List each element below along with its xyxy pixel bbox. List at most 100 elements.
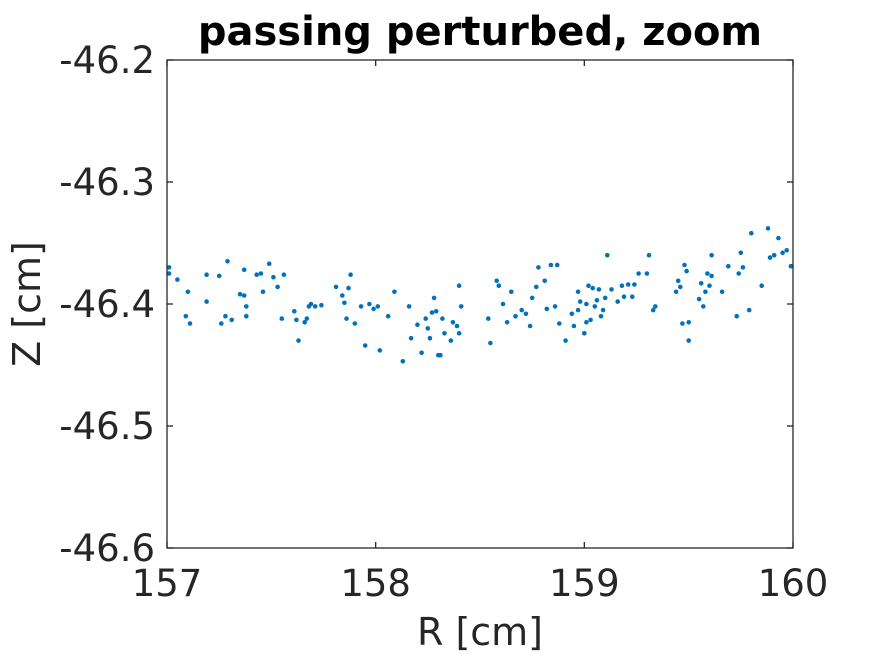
data-point [709,273,714,279]
data-point [279,316,285,321]
data-point [592,304,598,309]
data-point [696,296,702,302]
data-point [229,317,234,323]
data-point [529,295,535,301]
y-axis-label: Z [cm] [5,241,49,367]
data-point [344,316,349,321]
data-point [423,316,429,321]
data-point [456,283,462,289]
data-point [596,287,602,292]
data-point [749,230,754,236]
data-point [500,301,506,307]
data-point [586,283,591,289]
data-point [294,317,299,323]
data-point [548,262,554,268]
x-tick-label: 159 [549,562,620,605]
data-point [377,348,383,353]
axes-box [166,59,794,549]
data-point [534,284,539,290]
data-point [415,322,420,328]
data-point [788,263,794,269]
x-axis: 157 158 159 160 [132,60,828,605]
data-point [362,343,368,348]
data-point [719,289,725,295]
data-point [488,340,493,346]
data-point [544,306,550,312]
data-point [427,335,433,341]
data-point [312,304,318,309]
data-point [536,265,541,270]
data-point [590,285,595,291]
data-point [371,306,376,312]
data-point [486,316,491,321]
data-point [759,283,764,289]
data-point [419,350,424,356]
data-point [784,248,789,253]
data-point [584,301,589,307]
y-tick-label: -46.4 [59,283,155,326]
data-point [254,272,259,278]
data-point [519,307,524,313]
data-point [260,289,266,295]
data-point [653,304,658,309]
data-point [433,309,439,314]
x-axis-label: R [cm] [417,610,543,654]
data-point [776,235,781,241]
data-point [504,320,510,325]
x-tick-label: 157 [132,562,203,605]
data-point [682,262,687,268]
data-point [187,321,193,326]
data-point [458,304,464,309]
data-point [650,307,656,313]
data-point [632,282,637,287]
data-point [771,252,777,258]
data-point [448,338,454,343]
data-point [450,320,456,325]
data-point [577,299,583,304]
data-point [266,261,272,267]
data-point [557,321,562,326]
data-point [726,263,731,269]
data-point [582,331,587,336]
data-point [709,252,714,258]
data-point [673,289,679,295]
data-point [686,338,691,343]
data-point [740,265,746,270]
data-point [438,352,443,358]
data-point [703,289,708,295]
data-point [609,287,614,292]
data-point [440,316,445,321]
data-point [584,320,589,325]
data-point [765,226,771,231]
data-point [358,304,364,309]
y-tick-label: -46.3 [59,161,155,204]
data-point [281,272,287,278]
data-point [346,285,351,291]
y-axis: -46.6 -46.5 -46.4 -46.3 -46.2 [59,39,793,570]
data-point [575,307,581,313]
data-point [686,320,691,325]
data-point [431,295,437,301]
data-point [319,302,324,308]
data-point [575,289,581,295]
data-point [166,271,172,276]
data-point [241,293,247,298]
data-point [569,311,575,317]
data-point [615,299,620,304]
data-point [258,271,264,276]
data-point [204,299,209,304]
data-point [571,323,577,329]
data-point [244,304,249,309]
data-point [302,320,308,325]
plot-area [166,226,794,364]
data-point [292,309,297,314]
data-point [684,268,689,274]
y-tick-label: -46.2 [59,39,155,82]
data-point [646,252,652,258]
data-point [767,255,773,260]
data-point [456,331,462,336]
y-tick-label: -46.6 [59,527,155,570]
data-point [219,321,224,326]
data-point [308,301,314,307]
data-point [333,284,339,290]
